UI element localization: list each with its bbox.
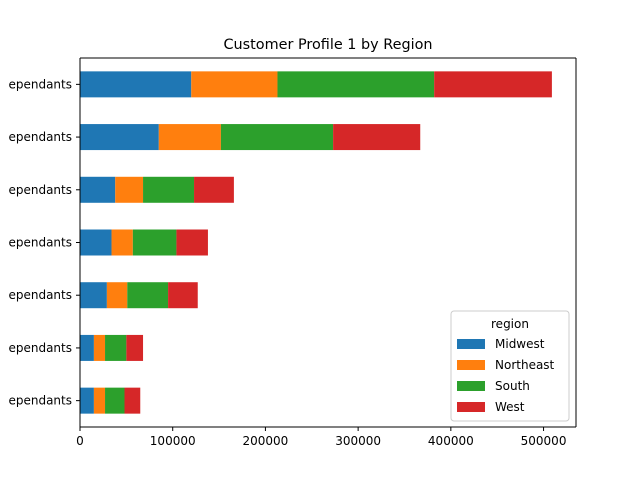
legend-title: region bbox=[491, 317, 529, 331]
bar-midwest-5 bbox=[80, 124, 159, 151]
bar-west-4 bbox=[194, 176, 234, 203]
x-tick-label: 300000 bbox=[335, 434, 381, 448]
bar-west-5 bbox=[333, 124, 421, 151]
x-tick-label: 200000 bbox=[243, 434, 289, 448]
bar-midwest-3 bbox=[80, 229, 112, 256]
bar-midwest-0 bbox=[80, 387, 94, 414]
y-tick-label: ependants bbox=[8, 394, 72, 408]
y-tick-label: ependants bbox=[8, 77, 72, 91]
bar-northeast-5 bbox=[158, 124, 221, 151]
bar-northeast-6 bbox=[191, 71, 278, 98]
legend-label-south: South bbox=[495, 379, 530, 393]
bar-midwest-1 bbox=[80, 334, 94, 361]
bar-northeast-0 bbox=[93, 387, 106, 414]
bar-northeast-3 bbox=[111, 229, 133, 256]
bars-group bbox=[80, 71, 552, 414]
y-tick-label: ependants bbox=[8, 288, 72, 302]
bar-south-2 bbox=[127, 282, 169, 309]
x-axis: 0 100000 200000 300000 400000 500000 bbox=[76, 427, 566, 448]
bar-northeast-1 bbox=[93, 334, 106, 361]
bar-south-0 bbox=[105, 387, 125, 414]
x-tick-label: 400000 bbox=[428, 434, 474, 448]
bar-midwest-6 bbox=[80, 71, 192, 98]
bar-west-0 bbox=[124, 387, 141, 414]
y-tick-label: ependants bbox=[8, 236, 72, 250]
x-tick-label: 500000 bbox=[521, 434, 567, 448]
x-tick-label: 100000 bbox=[150, 434, 196, 448]
bar-south-6 bbox=[277, 71, 435, 98]
bar-midwest-2 bbox=[80, 282, 107, 309]
y-tick-label: ependants bbox=[8, 341, 72, 355]
bar-south-5 bbox=[220, 124, 334, 151]
bar-west-2 bbox=[168, 282, 198, 309]
legend: region Midwest Northeast South West bbox=[450, 310, 570, 422]
y-axis: ependants ependants ependants ependants epen… bbox=[8, 77, 80, 408]
legend-label-west: West bbox=[495, 400, 525, 414]
y-tick-label: ependants bbox=[8, 183, 72, 197]
chart-title: Customer Profile 1 by Region bbox=[223, 37, 432, 53]
bar-south-4 bbox=[143, 176, 195, 203]
legend-swatch-west bbox=[457, 402, 485, 412]
bar-midwest-4 bbox=[80, 176, 116, 203]
legend-swatch-midwest bbox=[457, 339, 485, 349]
legend-swatch-northeast bbox=[457, 360, 485, 370]
bar-northeast-4 bbox=[115, 176, 144, 203]
x-tick-label: 0 bbox=[76, 434, 84, 448]
bar-west-6 bbox=[434, 71, 552, 98]
bar-west-1 bbox=[126, 334, 144, 361]
bar-south-3 bbox=[132, 229, 177, 256]
legend-label-northeast: Northeast bbox=[495, 358, 555, 372]
y-tick-label: ependants bbox=[8, 130, 72, 144]
legend-swatch-south bbox=[457, 381, 485, 391]
legend-label-midwest: Midwest bbox=[495, 337, 545, 351]
bar-west-3 bbox=[176, 229, 208, 256]
legend-box bbox=[450, 310, 570, 422]
bar-northeast-2 bbox=[106, 282, 128, 309]
bar-south-1 bbox=[105, 334, 127, 361]
